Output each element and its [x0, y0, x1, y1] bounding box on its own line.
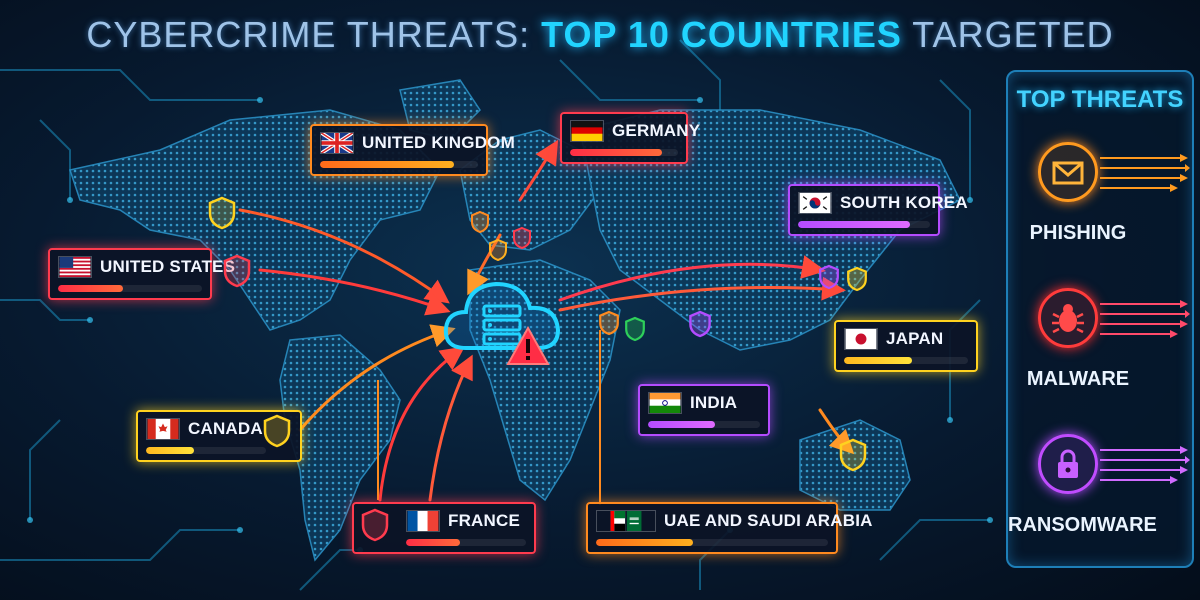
- threat-level-bar: [570, 149, 678, 156]
- country-name: JAPAN: [886, 329, 944, 348]
- warning-icon: [506, 326, 550, 365]
- shield-icon: [471, 210, 489, 234]
- country-name: INDIA: [690, 393, 738, 412]
- threat-level-fill: [596, 539, 694, 546]
- shield-icon: [513, 226, 531, 250]
- threat-level-bar: [844, 357, 968, 364]
- top-threats-panel: TOP THREATS PHISHING: [1006, 70, 1194, 568]
- australia-shape: [799, 419, 911, 511]
- us-flag: [58, 256, 92, 278]
- country-name: UNITED KINGDOM: [362, 133, 515, 152]
- threat-level-fill: [58, 285, 123, 292]
- japan-flag: [844, 328, 878, 350]
- canada-flag: [146, 418, 180, 440]
- threat-circle: [1038, 142, 1098, 202]
- country-name: SOUTH KOREA: [840, 193, 968, 212]
- panel-title: TOP THREATS: [1016, 86, 1184, 113]
- country-card-germany: GERMANY: [560, 112, 700, 164]
- france-flag: [406, 510, 440, 532]
- data-stream-lines: [1100, 446, 1190, 484]
- country-name: UNITED STATES: [100, 257, 236, 276]
- page-title: CYBERCRIME THREATS: TOP 10 COUNTRIES TAR…: [0, 14, 1200, 56]
- country-card-south-korea: SOUTH KOREA: [788, 184, 968, 236]
- shield-icon: [223, 254, 251, 288]
- padlock-icon: [1058, 449, 1078, 478]
- country-card-canada: CANADA: [136, 410, 302, 462]
- threat-label: RANSOMWARE: [1008, 514, 1157, 536]
- threat-level-bar: [406, 539, 526, 546]
- country-card-japan: JAPAN: [834, 320, 978, 372]
- threat-level-fill: [570, 149, 662, 156]
- asia-shape: [579, 109, 962, 351]
- shield-icon: [361, 508, 389, 542]
- country-card-uae-saudi-arabia: UAE AND SAUDI ARABIA: [586, 502, 872, 554]
- title-suffix: TARGETED: [901, 14, 1114, 55]
- threat-label: PHISHING: [1029, 222, 1127, 244]
- shield-icon: [839, 438, 867, 472]
- uae-saudi-flags: [596, 510, 656, 532]
- threat-ransomware: RANSOMWARE: [1008, 434, 1192, 564]
- south-korea-flag: [798, 192, 832, 214]
- threat-phishing: PHISHING: [1008, 142, 1192, 272]
- shield-icon: [847, 266, 867, 292]
- threat-level-fill: [844, 357, 913, 364]
- germany-flag: [570, 120, 604, 142]
- bug-icon: [1052, 304, 1084, 334]
- shield-icon: [689, 310, 711, 338]
- threat-level-bar: [58, 285, 202, 292]
- country-name: GERMANY: [612, 121, 701, 140]
- shield-icon: [489, 238, 507, 262]
- threat-level-fill: [648, 421, 716, 428]
- data-stream-lines: [1100, 300, 1190, 338]
- data-stream-lines: [1100, 154, 1190, 192]
- threat-level-bar: [596, 539, 828, 546]
- shield-icon: [263, 414, 291, 448]
- threat-level-bar: [320, 161, 478, 168]
- country-card-france: FRANCE: [352, 502, 536, 554]
- threat-circle: [1038, 434, 1098, 494]
- threat-level-fill: [798, 221, 911, 228]
- country-name: UAE AND SAUDI ARABIA: [664, 511, 873, 530]
- shield-icon: [208, 196, 236, 230]
- threat-level-fill: [406, 539, 460, 546]
- title-highlight: TOP 10 COUNTRIES: [541, 14, 902, 55]
- shield-icon: [599, 310, 619, 336]
- threat-circle: [1038, 288, 1098, 348]
- country-card-united-states: UNITED STATES: [48, 248, 235, 300]
- country-name: CANADA: [188, 419, 263, 438]
- uk-flag: [320, 132, 354, 154]
- envelope-icon: [1052, 161, 1084, 185]
- threat-level-fill: [146, 447, 194, 454]
- threat-level-bar: [798, 221, 930, 228]
- threat-level-bar: [146, 447, 266, 454]
- threat-level-fill: [320, 161, 455, 168]
- india-flag: [648, 392, 682, 414]
- country-name: FRANCE: [448, 511, 521, 530]
- threat-level-bar: [648, 421, 760, 428]
- title-prefix: CYBERCRIME THREATS:: [86, 14, 542, 55]
- threat-label: MALWARE: [1026, 368, 1130, 390]
- country-card-india: INDIA: [638, 384, 770, 436]
- threat-malware: MALWARE: [1008, 288, 1192, 418]
- shield-icon: [625, 316, 645, 342]
- shield-icon: [819, 264, 839, 290]
- country-card-united-kingdom: UNITED KINGDOM: [310, 124, 515, 176]
